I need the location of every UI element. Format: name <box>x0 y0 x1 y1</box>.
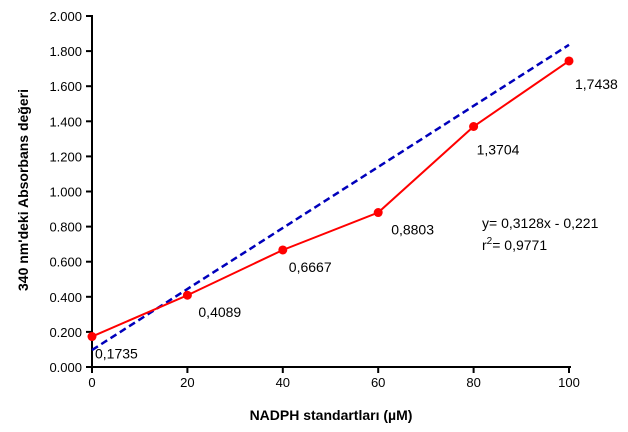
y-tick-label: 1.400 <box>49 114 82 129</box>
y-tick-label: 1.200 <box>49 149 82 164</box>
data-label: 1,7438 <box>575 76 618 92</box>
data-point <box>564 56 574 66</box>
r-squared-label: r2= 0,9771 <box>482 236 547 253</box>
y-axis-title: 340 nm'deki Absorbans değeri <box>15 89 31 291</box>
y-tick-label: 0.600 <box>49 255 82 270</box>
x-tick-label: 20 <box>180 375 194 390</box>
y-tick-label: 0.200 <box>49 325 82 340</box>
data-point <box>87 332 97 342</box>
r-squared-prefix: r <box>482 237 487 253</box>
y-tick-label: 0.400 <box>49 290 82 305</box>
data-point <box>373 208 383 218</box>
x-tick-label: 0 <box>88 375 95 390</box>
series-line <box>91 60 570 338</box>
data-point <box>469 121 479 131</box>
data-labels-layer: 0,1735 0,4089 0,6667 0,8803 1,3704 1,7438 <box>95 76 618 362</box>
data-label: 0,8803 <box>391 222 434 238</box>
regression-equation: y= 0,3128x - 0,221 <box>482 215 599 231</box>
r-squared-superscript: 2 <box>487 236 493 247</box>
x-tick-label: 100 <box>558 375 580 390</box>
data-label: 0,1735 <box>95 346 138 362</box>
fit-line-layer <box>91 43 570 352</box>
series-layer <box>87 56 574 342</box>
x-axis-title: NADPH standartları (µM) <box>250 407 413 423</box>
data-point <box>278 245 288 255</box>
regression-line <box>91 43 570 352</box>
y-tick-label: 0.800 <box>49 220 82 235</box>
data-point <box>182 290 192 300</box>
axes: 0 20 40 60 80 100 0.000 0.200 0.400 0.600 0.800 1.0… <box>49 9 579 390</box>
x-tick-label: 60 <box>371 375 385 390</box>
y-tick-label: 1.800 <box>49 44 82 59</box>
y-tick-label: 1.600 <box>49 79 82 94</box>
y-tick-label: 1.000 <box>49 185 82 200</box>
data-label: 0,4089 <box>198 304 241 320</box>
x-tick-label: 40 <box>276 375 290 390</box>
x-tick-label: 80 <box>466 375 480 390</box>
data-label: 0,6667 <box>289 259 332 275</box>
y-tick-label: 0.000 <box>49 360 82 375</box>
r-squared-value: = 0,9771 <box>492 237 547 253</box>
data-label: 1,3704 <box>477 141 520 157</box>
y-tick-label: 2.000 <box>49 9 82 24</box>
